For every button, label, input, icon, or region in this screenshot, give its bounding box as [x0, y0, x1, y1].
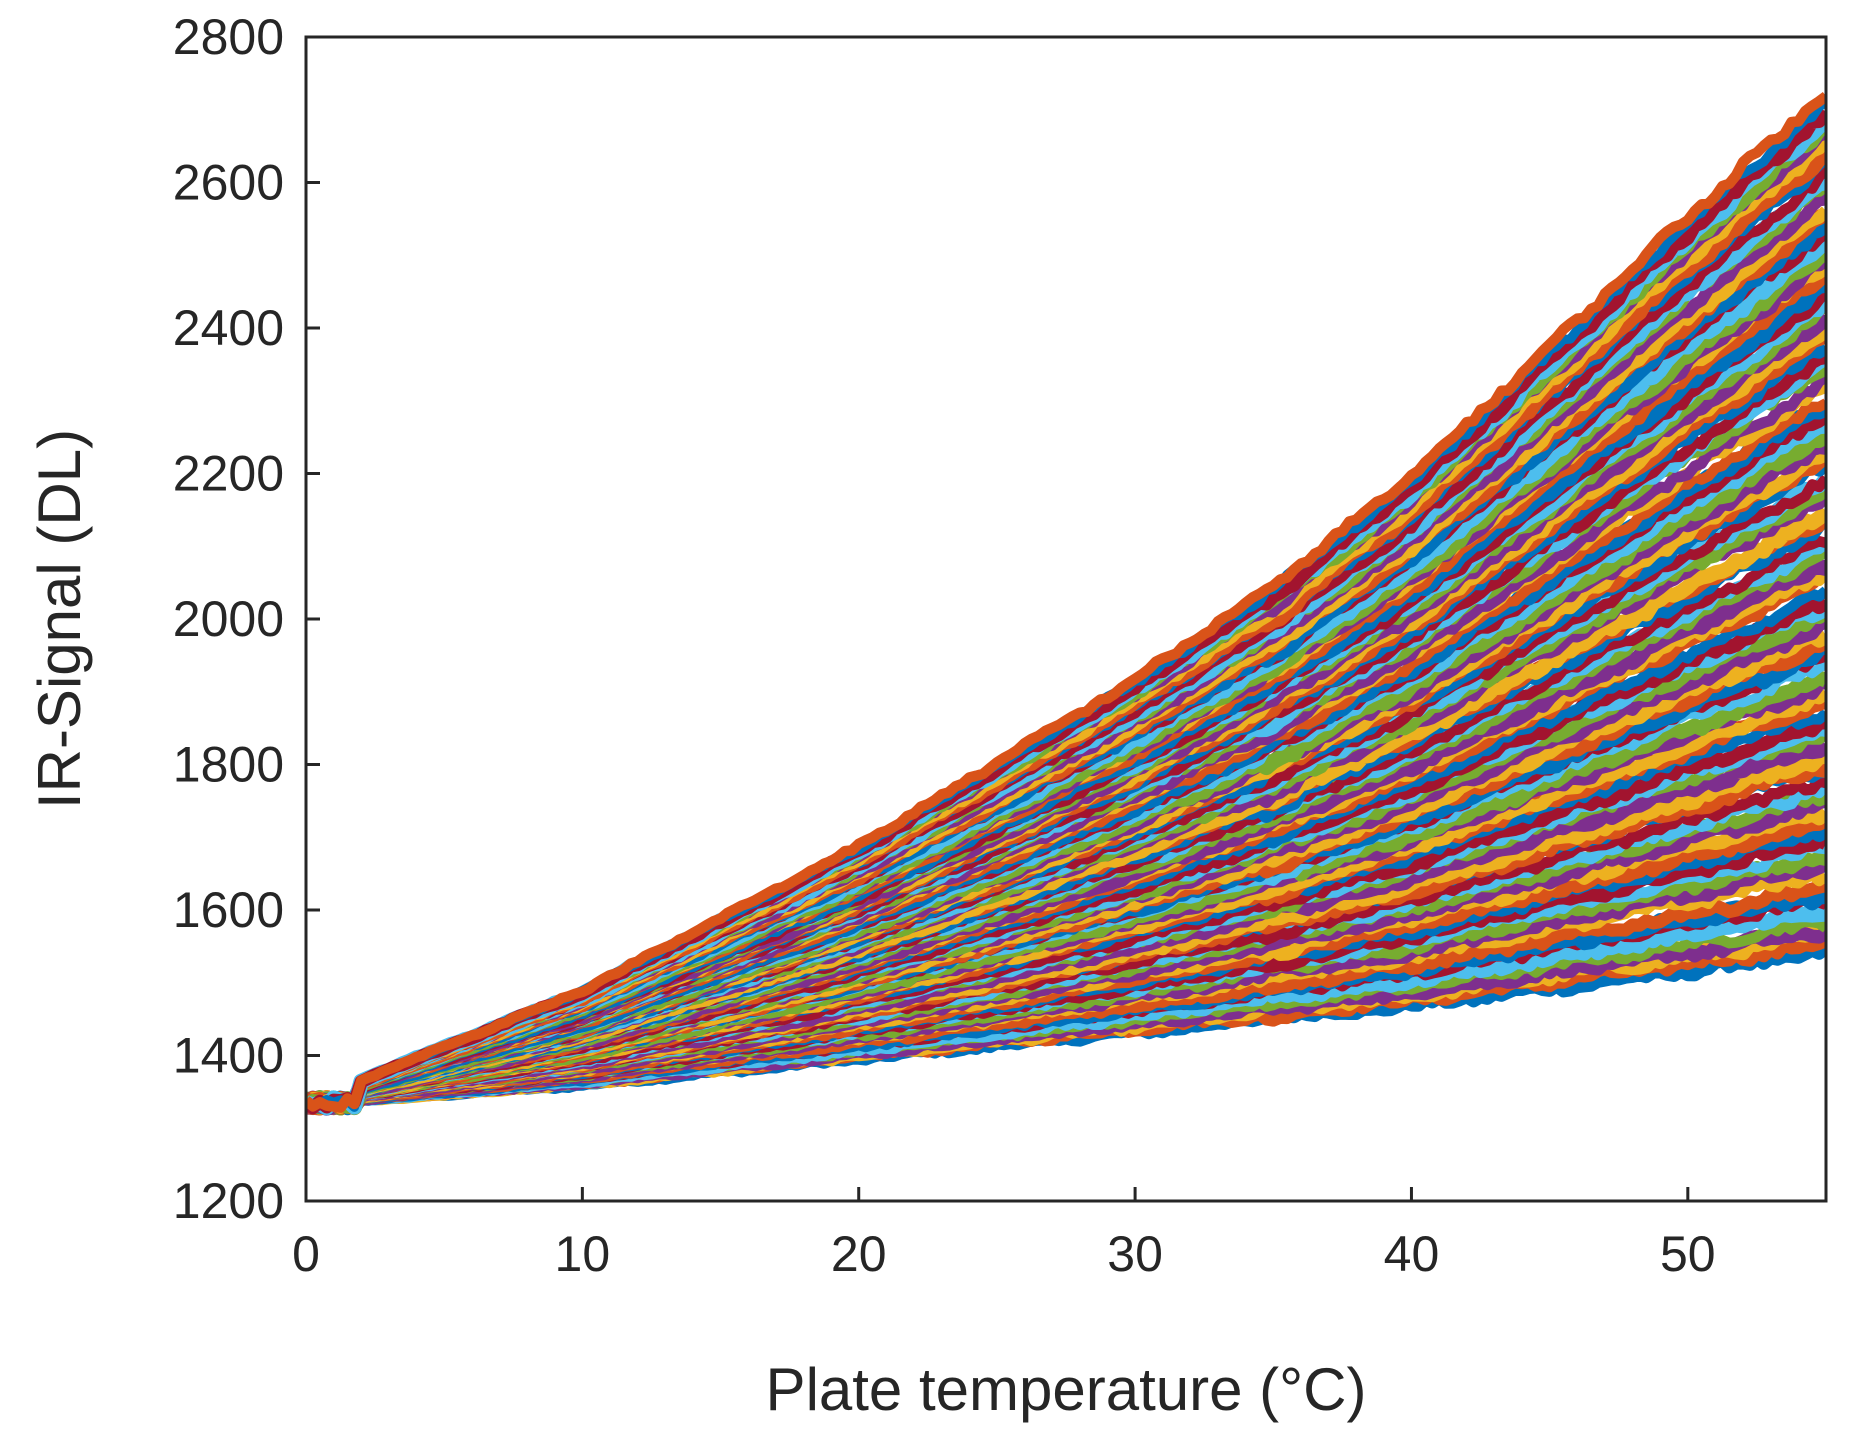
- x-tick-label: 20: [831, 1226, 887, 1282]
- x-tick-label: 10: [555, 1226, 611, 1282]
- y-tick-label: 2400: [173, 300, 284, 356]
- y-axis: 1200 1400 1600 1800 2000 2200 2400 2600 2800: [173, 9, 320, 1229]
- y-tick-label: 1200: [173, 1173, 284, 1229]
- y-tick-label: 1600: [173, 882, 284, 938]
- y-tick-label: 2000: [173, 591, 284, 647]
- x-tick-label: 50: [1660, 1226, 1716, 1282]
- series-line: [306, 92, 1826, 1113]
- x-axis-label: Plate temperature (°C): [766, 1356, 1367, 1423]
- x-tick-label: 0: [292, 1226, 320, 1282]
- series-lines-group: [306, 92, 1826, 1116]
- y-tick-label: 1400: [173, 1028, 284, 1084]
- y-axis-label: IR-Signal (DL): [26, 429, 93, 809]
- y-tick-label: 1800: [173, 737, 284, 793]
- x-tick-label: 30: [1107, 1226, 1163, 1282]
- y-tick-label: 2600: [173, 155, 284, 211]
- x-tick-label: 40: [1384, 1226, 1440, 1282]
- x-axis: 0 10 20 30 40 50: [292, 1187, 1716, 1282]
- y-tick-label: 2200: [173, 446, 284, 502]
- y-tick-label: 2800: [173, 9, 284, 65]
